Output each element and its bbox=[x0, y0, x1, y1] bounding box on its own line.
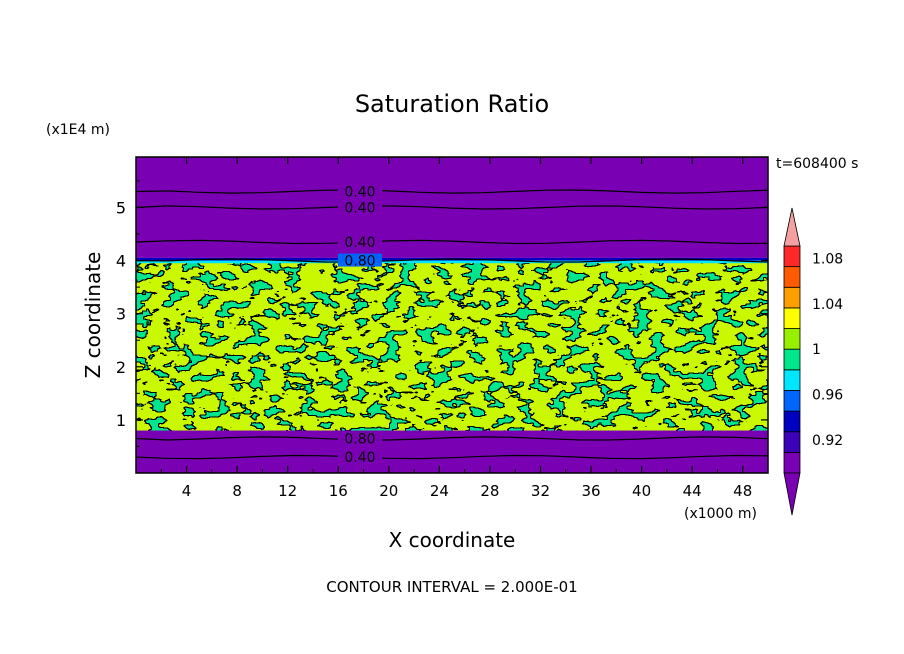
x-tick-label: 12 bbox=[278, 482, 297, 500]
x-tick-label: 28 bbox=[480, 482, 499, 500]
colorbar-tick-label: 0.92 bbox=[812, 433, 843, 449]
x-tick-label: 24 bbox=[430, 482, 449, 500]
contour-label-0: 0.40 bbox=[344, 450, 375, 466]
contour-labels: 0.400.800.800.400.400.40 bbox=[338, 184, 382, 466]
contour-label-1: 0.80 bbox=[344, 431, 375, 447]
y-tick-label: 4 bbox=[116, 252, 126, 271]
plot-area bbox=[136, 157, 768, 473]
field-layer-3 bbox=[136, 157, 768, 258]
x-tick-label: 40 bbox=[632, 482, 651, 500]
field-band-light bbox=[136, 260, 768, 264]
contour-line-2 bbox=[136, 258, 768, 263]
plot-frame bbox=[135, 156, 769, 474]
y-units-label: (x1E4 m) bbox=[46, 122, 110, 138]
y-axis: 1 2 3 4 5 bbox=[116, 180, 768, 447]
x-tick-label: 8 bbox=[232, 482, 242, 500]
colorbar-segment-3 bbox=[783, 390, 801, 412]
colorbar-tick-label: 1.08 bbox=[812, 251, 843, 267]
contour-label-2: 0.80 bbox=[344, 254, 375, 270]
y-tick-label: 1 bbox=[116, 411, 126, 430]
colorbar-tick-label: 0.96 bbox=[812, 388, 843, 404]
x-axis-label: X coordinate bbox=[389, 528, 516, 552]
contour-interval-footer: CONTOUR INTERVAL = 2.000E-01 bbox=[326, 578, 577, 596]
colorbar-over-arrow bbox=[783, 207, 801, 247]
colorbar-segment-2 bbox=[783, 410, 801, 433]
colorbar-tick-label: 1 bbox=[812, 342, 821, 358]
x-tick-label: 32 bbox=[531, 482, 550, 500]
x-tick-label: 20 bbox=[379, 482, 398, 500]
x-axis: 4 8 12 16 20 24 28 32 36 40 44 48 bbox=[160, 157, 752, 500]
colorbar-segment-9 bbox=[783, 266, 801, 288]
contour-label-bg-2 bbox=[338, 253, 382, 267]
x-tick-label: 16 bbox=[329, 482, 348, 500]
field-layer-0 bbox=[136, 430, 768, 473]
contour-label-bg-4 bbox=[338, 200, 382, 214]
colorbar: 1.08 1.04 1 0.96 0.92 bbox=[783, 207, 843, 516]
contour-line-0 bbox=[136, 454, 768, 460]
contour-lines bbox=[136, 189, 768, 460]
x-tick-label: 4 bbox=[182, 482, 192, 500]
colorbar-tick-label: 1.04 bbox=[812, 297, 843, 313]
contour-label-bg-5 bbox=[338, 184, 382, 198]
colorbar-segment-0 bbox=[783, 451, 801, 474]
x-units-label: (x1000 m) bbox=[684, 506, 757, 522]
colorbar-under-arrow bbox=[783, 472, 801, 516]
contour-label-bg-3 bbox=[338, 234, 382, 248]
y-axis-label: Z coordinate bbox=[81, 252, 105, 379]
y-tick-label: 2 bbox=[116, 358, 126, 377]
y-tick-label: 5 bbox=[116, 198, 126, 217]
contour-line-1 bbox=[136, 436, 768, 441]
x-tick-label: 44 bbox=[683, 482, 702, 500]
colorbar-segment-10 bbox=[783, 245, 801, 268]
contour-label-bg-1 bbox=[338, 431, 382, 445]
chart-title: Saturation Ratio bbox=[355, 90, 549, 118]
colorbar-segment-7 bbox=[783, 307, 801, 329]
y-tick-label: 3 bbox=[116, 305, 126, 324]
x-tick-label: 48 bbox=[733, 482, 752, 500]
contour-label-bg-0 bbox=[338, 450, 382, 464]
colorbar-segment-6 bbox=[783, 328, 801, 350]
x-tick-label: 36 bbox=[581, 482, 600, 500]
contour-line-3 bbox=[136, 239, 768, 245]
contour-label-3: 0.40 bbox=[344, 235, 375, 251]
time-label: t=608400 s bbox=[776, 156, 858, 172]
colorbar-segment-1 bbox=[783, 431, 801, 453]
contour-label-4: 0.40 bbox=[344, 200, 375, 216]
colorbar-segment-4 bbox=[783, 369, 801, 391]
contour-line-4 bbox=[136, 205, 768, 210]
contour-line-5 bbox=[136, 189, 768, 194]
colorbar-segment-8 bbox=[783, 286, 801, 309]
colorbar-segment-5 bbox=[783, 348, 801, 371]
saturation-noise-contours bbox=[136, 263, 768, 431]
contour-label-5: 0.40 bbox=[344, 185, 375, 201]
